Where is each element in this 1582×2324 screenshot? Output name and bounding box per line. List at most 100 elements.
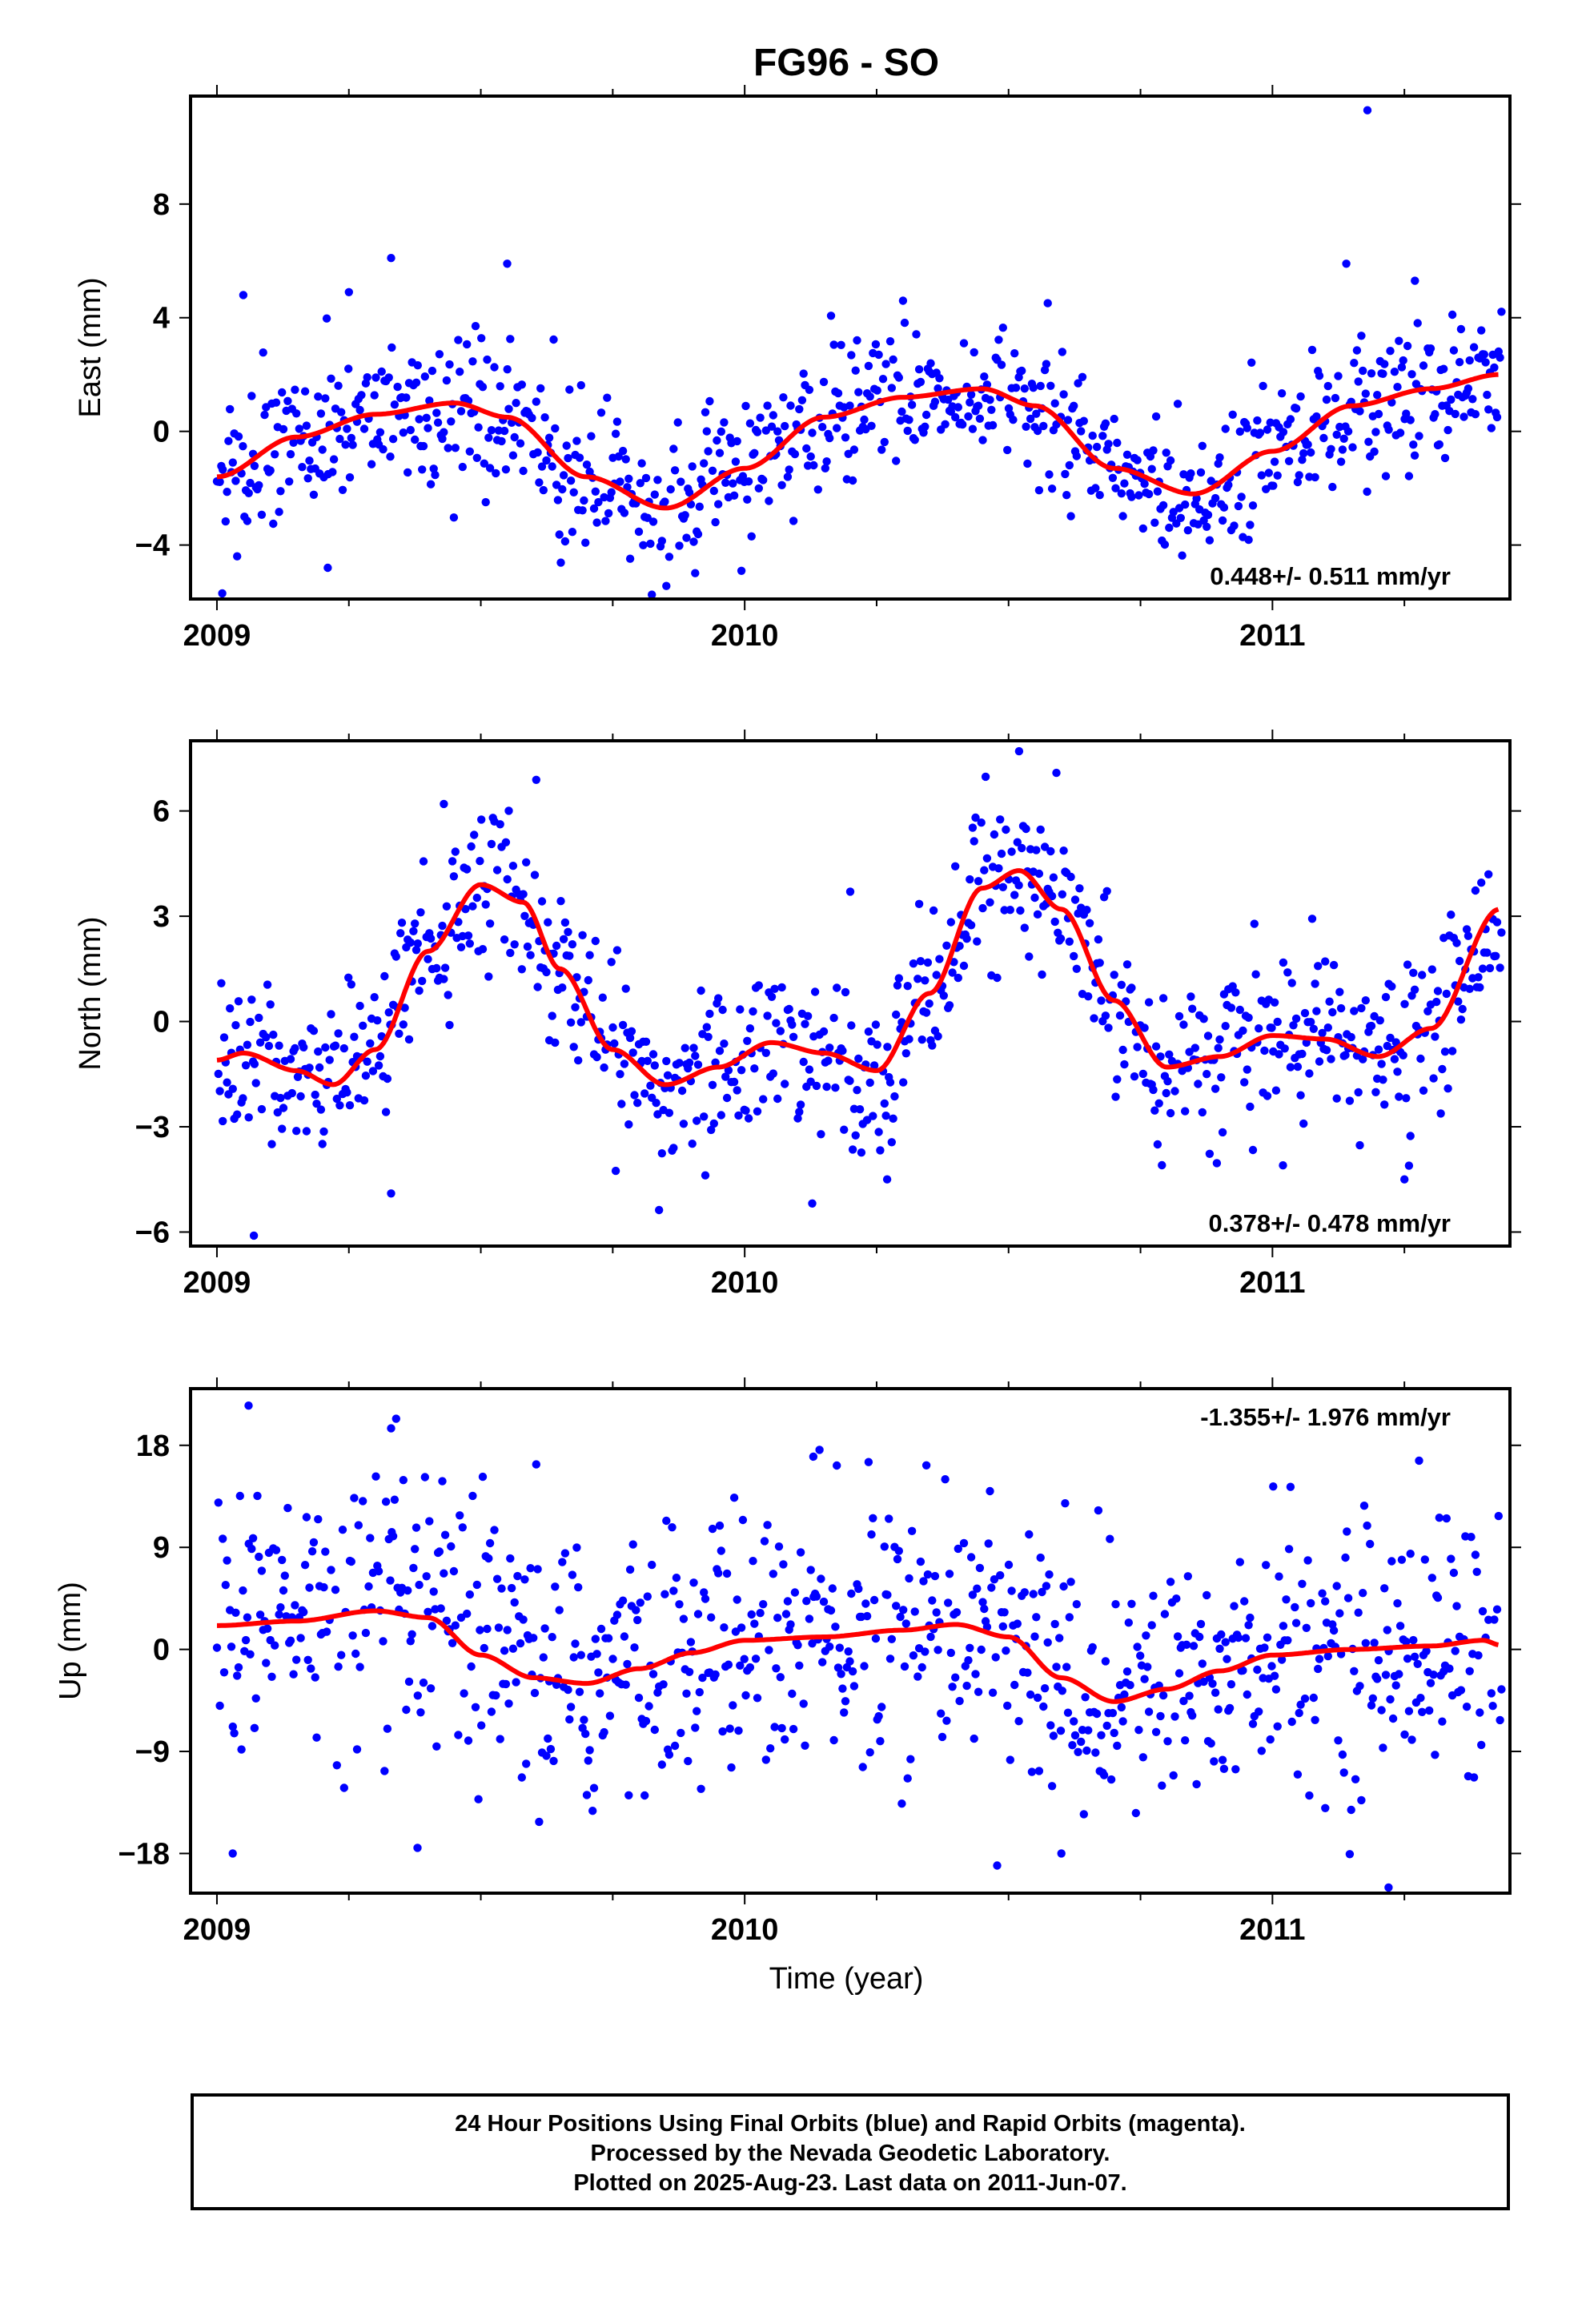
data-point [1492, 951, 1500, 961]
data-point [568, 1570, 577, 1579]
data-point [467, 1662, 476, 1671]
data-point [1058, 348, 1067, 356]
data-point [424, 424, 432, 432]
data-point [451, 847, 460, 856]
data-point [977, 818, 986, 827]
data-point [1039, 421, 1048, 431]
data-point [535, 1817, 544, 1827]
data-point [239, 1586, 247, 1595]
y-tick-label: −18 [118, 1837, 170, 1871]
data-point [596, 1689, 604, 1698]
data-point [693, 1707, 701, 1715]
data-point [1162, 448, 1170, 457]
data-point [805, 385, 814, 394]
data-point [255, 1038, 265, 1047]
data-point [1395, 1670, 1403, 1679]
data-point [623, 1659, 632, 1669]
data-point [833, 424, 841, 432]
data-point [686, 1638, 696, 1647]
data-point [951, 862, 960, 871]
data-point [1413, 319, 1422, 328]
data-point [1345, 1850, 1355, 1859]
data-point [1322, 1046, 1331, 1055]
data-point [1007, 847, 1016, 856]
data-point [558, 485, 567, 494]
data-point [919, 1577, 928, 1586]
data-point [463, 1609, 472, 1618]
data-point [745, 419, 755, 428]
data-point [889, 1114, 897, 1124]
data-point [1151, 1042, 1161, 1051]
data-point [1077, 427, 1086, 436]
data-point [1497, 308, 1506, 316]
data-point [865, 1748, 874, 1757]
data-point [1144, 1707, 1154, 1716]
data-point [1279, 428, 1288, 436]
data-point [276, 1093, 285, 1103]
data-point [708, 1524, 717, 1534]
data-point [657, 537, 666, 545]
outlier-point [440, 799, 448, 809]
data-point [648, 1050, 658, 1059]
data-point [1002, 1647, 1010, 1655]
data-point [733, 1086, 741, 1095]
data-point [986, 396, 994, 404]
data-point [1279, 1622, 1288, 1630]
data-point [513, 1571, 522, 1581]
data-point [909, 1651, 918, 1660]
data-point [1476, 983, 1484, 992]
data-point [1010, 349, 1019, 358]
x-tick-label: 2011 [1239, 1266, 1305, 1300]
data-point [250, 461, 259, 470]
data-point [429, 464, 438, 473]
data-point [231, 1608, 240, 1618]
data-point [1263, 425, 1272, 434]
data-point [881, 1112, 890, 1120]
data-point [1409, 440, 1418, 449]
data-point [478, 1472, 488, 1482]
data-point [1422, 1647, 1431, 1655]
data-point [1277, 1655, 1287, 1664]
data-point [262, 1033, 271, 1042]
data-point [923, 1570, 933, 1579]
data-point [1357, 1003, 1366, 1013]
data-point [1158, 501, 1168, 510]
data-point [1447, 310, 1457, 320]
data-point [880, 437, 889, 447]
data-point [1163, 1077, 1172, 1086]
data-point [1413, 1659, 1422, 1668]
data-point [344, 364, 353, 373]
y-tick-label: 0 [153, 1634, 170, 1667]
data-point [309, 1027, 319, 1035]
data-point [321, 1043, 330, 1052]
data-point [1147, 464, 1156, 473]
data-point [894, 373, 904, 382]
data-point [544, 1734, 552, 1743]
data-point [858, 1763, 867, 1771]
data-point [1059, 1582, 1068, 1591]
data-point [1478, 964, 1488, 973]
data-point [1380, 360, 1389, 368]
data-point [1367, 1021, 1376, 1031]
data-point [607, 958, 616, 967]
data-point [1034, 869, 1044, 879]
data-point [1248, 501, 1258, 510]
data-point [701, 1594, 710, 1603]
data-point [781, 1735, 789, 1744]
data-point [1239, 1026, 1247, 1035]
data-point [819, 1597, 829, 1606]
data-point [1426, 1679, 1435, 1687]
data-point [677, 1086, 687, 1096]
data-point [1259, 381, 1267, 391]
data-point [467, 842, 476, 851]
data-point [1387, 982, 1396, 991]
data-point [1219, 1764, 1229, 1773]
data-point [496, 1735, 504, 1743]
data-point [793, 1641, 802, 1650]
data-point [853, 1086, 861, 1095]
data-point [1181, 500, 1190, 509]
data-point [1371, 1088, 1380, 1097]
data-point [833, 1461, 841, 1470]
data-point [905, 1574, 913, 1583]
data-point [955, 942, 964, 951]
